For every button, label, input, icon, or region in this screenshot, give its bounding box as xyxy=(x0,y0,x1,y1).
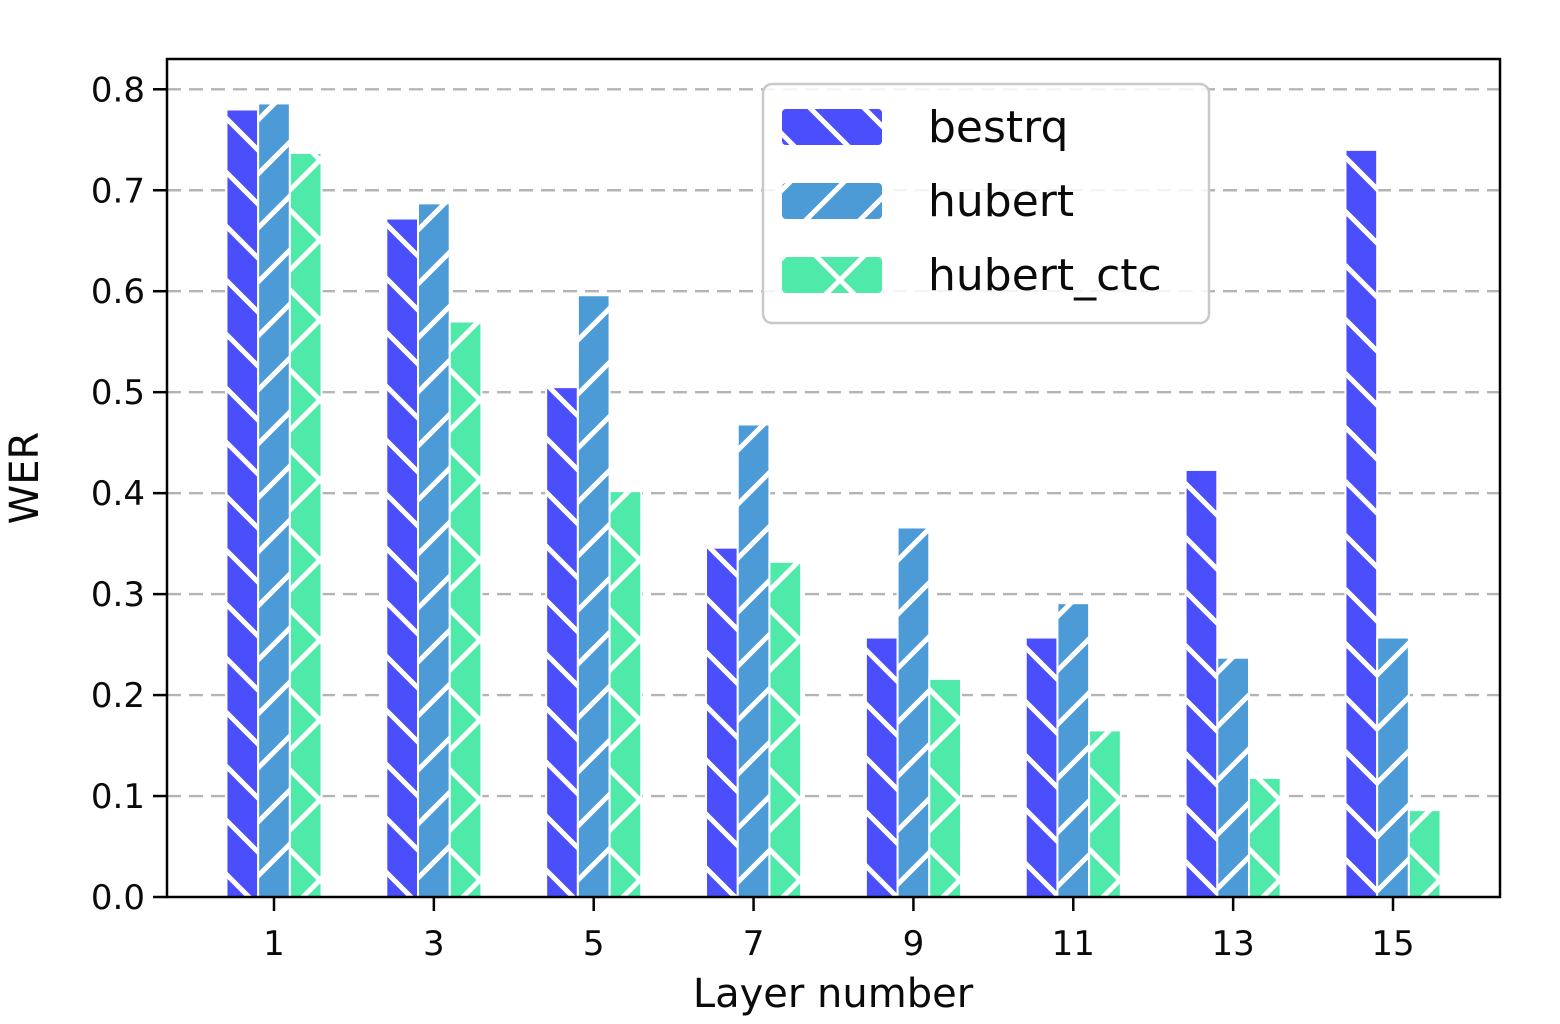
bar-hatch-hubert-layer-11 xyxy=(1057,603,1090,897)
x-tick-label-1: 1 xyxy=(263,924,285,964)
x-tick-label-7: 7 xyxy=(743,924,765,964)
bar-hatch-bestrq-layer-5 xyxy=(546,387,578,897)
bar-hatch-hubert_ctc-layer-5 xyxy=(609,491,642,897)
y-tick-label-0.3: 0.3 xyxy=(91,575,145,615)
bar-hatch-hubert-layer-1 xyxy=(258,103,290,898)
bar-hatch-bestrq-layer-3 xyxy=(386,218,419,897)
bar-hatch-bestrq-layer-13 xyxy=(1185,469,1218,897)
legend-label-hubert: hubert xyxy=(928,176,1074,227)
bar-hatch-hubert-layer-9 xyxy=(897,527,930,897)
bar-hatch-bestrq-layer-7 xyxy=(706,547,738,897)
bar-hatch-hubert_ctc-layer-13 xyxy=(1248,777,1281,897)
legend-label-bestrq: bestrq xyxy=(928,102,1068,153)
bar-hatch-hubert_ctc-layer-3 xyxy=(449,321,482,898)
bar-hatch-hubert_ctc-layer-9 xyxy=(929,678,961,897)
y-tick-label-0.2: 0.2 xyxy=(91,676,145,716)
x-tick-label-3: 3 xyxy=(423,924,445,964)
bar-hatch-bestrq-layer-9 xyxy=(865,637,898,897)
legend-swatch-hatch-hubert_ctc xyxy=(782,257,882,293)
x-axis-label: Layer number xyxy=(693,971,974,1017)
x-tick-label-13: 13 xyxy=(1212,924,1255,964)
bars xyxy=(225,102,1442,899)
legend: bestrq hubert hubert_ctc xyxy=(761,82,1211,325)
x-tick-label-15: 15 xyxy=(1371,924,1414,964)
bar-hatch-hubert_ctc-layer-7 xyxy=(769,561,802,897)
y-tick-label-0.4: 0.4 xyxy=(91,474,145,514)
bar-hatch-hubert-layer-13 xyxy=(1217,657,1249,897)
y-axis-label: WER xyxy=(2,432,48,525)
bar-hatch-hubert-layer-3 xyxy=(418,203,450,898)
bar-hatch-bestrq-layer-1 xyxy=(226,109,259,897)
plot-border xyxy=(165,57,1502,899)
x-tick-label-5: 5 xyxy=(583,924,605,964)
bar-hatch-hubert_ctc-layer-1 xyxy=(289,152,322,898)
x-axis-ticks: 1 3 5 7 9 11 13 15 xyxy=(263,897,1415,964)
y-tick-label-0.8: 0.8 xyxy=(91,70,145,110)
legend-label-hubert_ctc: hubert_ctc xyxy=(928,250,1162,301)
y-tick-label-0.7: 0.7 xyxy=(91,171,145,211)
legend-swatch-hatch-bestrq xyxy=(782,109,882,145)
legend-swatch-hatch-hubert xyxy=(782,183,882,219)
bar-hatch-hubert-layer-5 xyxy=(577,295,610,897)
bar-hatch-bestrq-layer-15 xyxy=(1345,149,1378,897)
y-tick-label-0.0: 0.0 xyxy=(91,878,145,918)
y-axis-ticks: 0.0 0.1 0.2 0.3 0.4 0.5 0.6 0.7 0.8 xyxy=(91,70,167,918)
bar-hatch-hubert-layer-7 xyxy=(737,424,770,897)
y-tick-label-0.5: 0.5 xyxy=(91,373,145,413)
bar-hatch-hubert-layer-15 xyxy=(1377,637,1409,897)
x-tick-label-11: 11 xyxy=(1052,924,1095,964)
bar-hatch-hubert_ctc-layer-15 xyxy=(1408,810,1441,897)
bar-hatch-hubert_ctc-layer-11 xyxy=(1089,730,1121,897)
x-tick-label-9: 9 xyxy=(903,924,925,964)
bar-hatch-bestrq-layer-11 xyxy=(1025,637,1058,897)
y-tick-label-0.1: 0.1 xyxy=(91,777,145,817)
y-tick-label-0.6: 0.6 xyxy=(91,272,145,312)
